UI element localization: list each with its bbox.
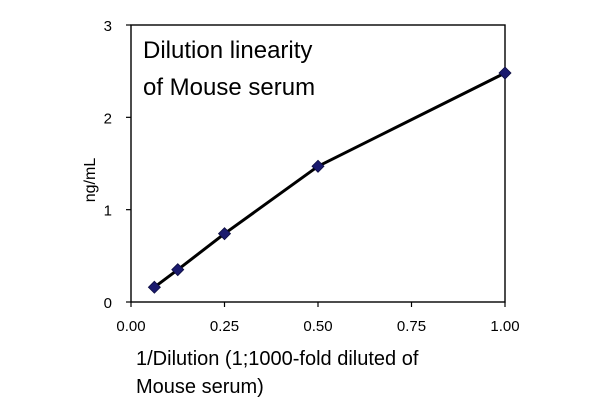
y-tick-label: 0 — [104, 295, 112, 312]
x-tick-label: 0.75 — [397, 318, 426, 335]
data-point-marker — [498, 66, 512, 80]
y-tick-label: 3 — [104, 18, 112, 35]
chart-title-line-1: Dilution linearity — [143, 37, 312, 64]
y-axis-ticks: 0 1 2 3 — [104, 18, 131, 312]
x-axis-label-line-2: Mouse serum) — [136, 376, 264, 398]
chart-title-line-2: of Mouse serum — [143, 74, 315, 101]
y-tick-label: 1 — [104, 203, 112, 220]
x-tick-label: 0.25 — [210, 318, 239, 335]
data-point-marker — [311, 159, 325, 173]
y-tick-label: 2 — [104, 110, 112, 127]
y-axis-label: ng/mL — [82, 158, 99, 203]
series-line — [152, 71, 507, 289]
x-tick-label: 0.00 — [116, 318, 145, 335]
data-point-marker — [217, 227, 232, 241]
x-tick-label: 0.50 — [303, 318, 332, 335]
data-point-marker — [171, 263, 185, 277]
series-layer — [147, 66, 512, 294]
x-axis-ticks: 0.00 0.25 0.50 0.75 1.00 — [116, 302, 520, 335]
x-tick-label: 1.00 — [490, 318, 519, 335]
x-axis-label-line-1: 1/Dilution (1;1000-fold diluted of — [136, 348, 419, 370]
data-point-marker — [147, 280, 161, 294]
